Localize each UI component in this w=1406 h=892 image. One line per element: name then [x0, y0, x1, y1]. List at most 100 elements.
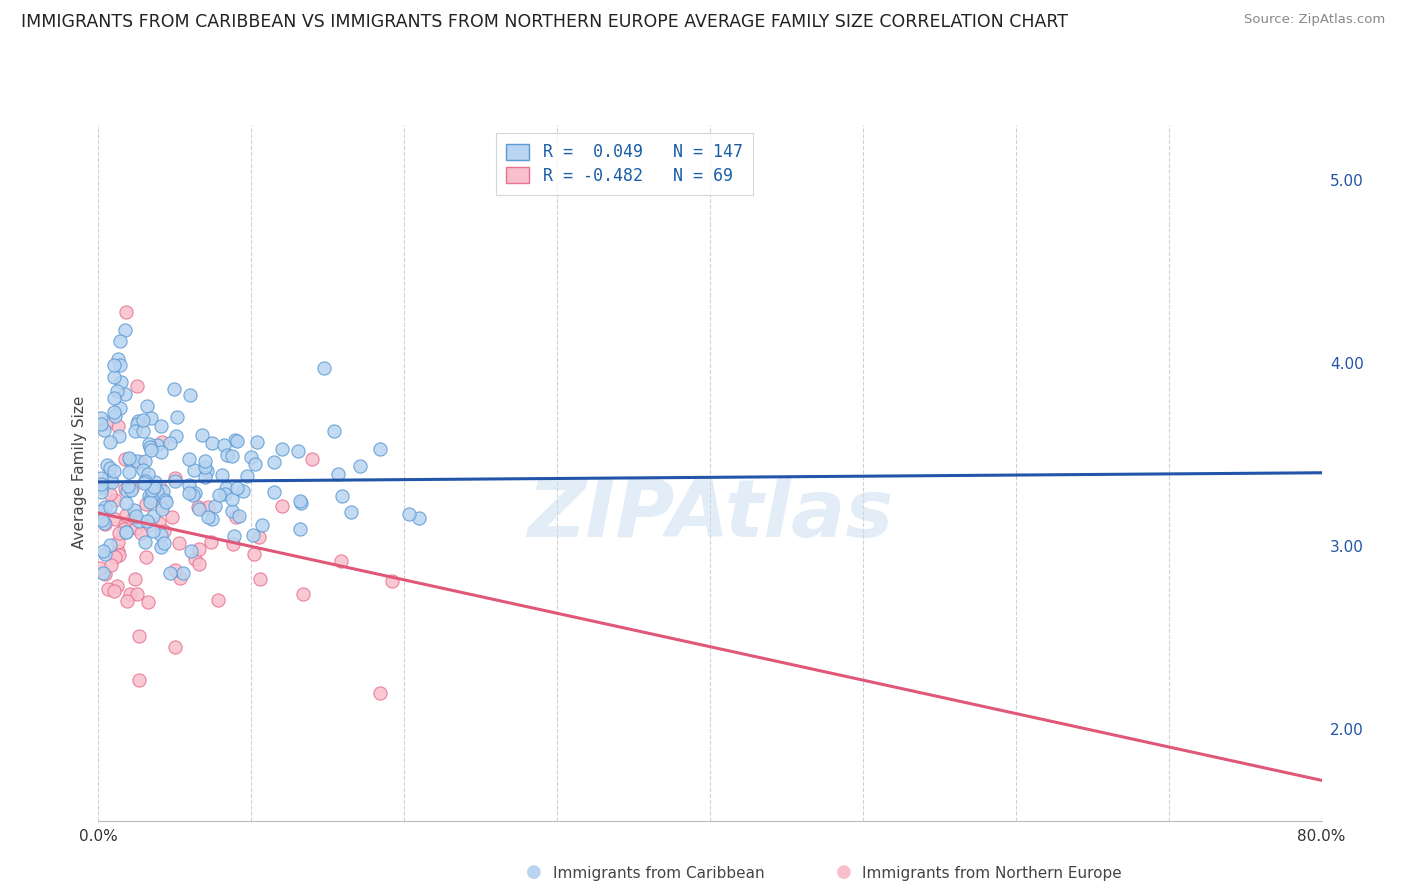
Point — [128, 514, 150, 528]
Point — [139, 411, 162, 425]
Point — [108, 334, 131, 348]
Point — [114, 508, 136, 523]
Point — [134, 534, 156, 549]
Point — [187, 502, 209, 516]
Point — [90, 504, 112, 518]
Point — [330, 554, 353, 568]
Point — [163, 471, 186, 485]
Point — [179, 388, 201, 402]
Point — [94, 567, 117, 582]
Point — [339, 505, 361, 519]
Point — [124, 572, 146, 586]
Point — [90, 417, 112, 431]
Point — [165, 429, 187, 443]
Point — [149, 419, 172, 434]
Legend: R =  0.049   N = 147, R = -0.482   N = 69: R = 0.049 N = 147, R = -0.482 N = 69 — [496, 133, 752, 195]
Point — [215, 448, 238, 462]
Point — [165, 563, 187, 577]
Point — [290, 496, 312, 510]
Point — [115, 524, 138, 539]
Point — [114, 482, 136, 496]
Point — [184, 485, 207, 500]
Point — [177, 486, 200, 500]
Point — [134, 476, 156, 491]
Point — [271, 442, 294, 457]
Point — [94, 516, 117, 531]
Point — [120, 453, 142, 467]
Point — [221, 492, 243, 507]
Point — [129, 455, 152, 469]
Point — [139, 495, 162, 509]
Point — [177, 478, 200, 492]
Point — [98, 434, 121, 449]
Point — [292, 586, 315, 600]
Point — [94, 500, 117, 514]
Point — [149, 480, 172, 494]
Point — [90, 481, 112, 495]
Point — [98, 461, 121, 475]
Point — [142, 524, 165, 539]
Point — [224, 434, 246, 448]
Point — [93, 516, 115, 530]
Point — [127, 379, 149, 393]
Point — [322, 424, 344, 438]
Point — [288, 522, 311, 536]
Point — [245, 457, 267, 471]
Point — [103, 584, 125, 599]
Point — [222, 537, 245, 551]
Point — [200, 535, 222, 549]
Point — [107, 543, 129, 558]
Point — [349, 459, 371, 474]
Point — [194, 470, 217, 484]
Point — [201, 435, 224, 450]
Point — [243, 547, 266, 561]
Point — [181, 488, 204, 502]
Point — [107, 352, 129, 367]
Point — [250, 518, 273, 533]
Point — [163, 382, 186, 396]
Text: Immigrants from Caribbean: Immigrants from Caribbean — [553, 866, 765, 881]
Point — [107, 549, 129, 563]
Point — [153, 524, 176, 538]
Point — [114, 451, 136, 466]
Text: Immigrants from Northern Europe: Immigrants from Northern Europe — [862, 866, 1122, 881]
Point — [242, 527, 264, 541]
Point — [215, 481, 238, 495]
Point — [225, 509, 247, 524]
Point — [150, 500, 173, 514]
Point — [121, 482, 143, 496]
Point — [326, 467, 349, 481]
Point — [101, 475, 124, 490]
Point — [226, 434, 249, 448]
Point — [89, 561, 111, 575]
Point — [163, 640, 186, 655]
Point — [214, 486, 236, 500]
Point — [187, 500, 209, 515]
Point — [381, 574, 404, 588]
Point — [136, 399, 159, 413]
Point — [100, 487, 122, 501]
Point — [183, 462, 205, 476]
Point — [115, 484, 138, 499]
Y-axis label: Average Family Size: Average Family Size — [72, 396, 87, 549]
Point — [160, 510, 183, 524]
Point — [180, 544, 202, 558]
Point — [100, 558, 122, 572]
Point — [207, 593, 229, 607]
Point — [398, 507, 420, 521]
Point — [135, 550, 157, 565]
Point — [177, 452, 200, 467]
Point — [96, 458, 118, 473]
Point — [91, 544, 114, 558]
Point — [249, 572, 271, 586]
Point — [138, 467, 160, 481]
Point — [132, 413, 155, 427]
Point — [141, 491, 163, 505]
Point — [191, 428, 214, 442]
Point — [221, 504, 243, 518]
Point — [100, 474, 122, 488]
Point — [139, 443, 162, 458]
Point — [153, 535, 176, 549]
Point — [117, 479, 139, 493]
Point — [246, 435, 269, 450]
